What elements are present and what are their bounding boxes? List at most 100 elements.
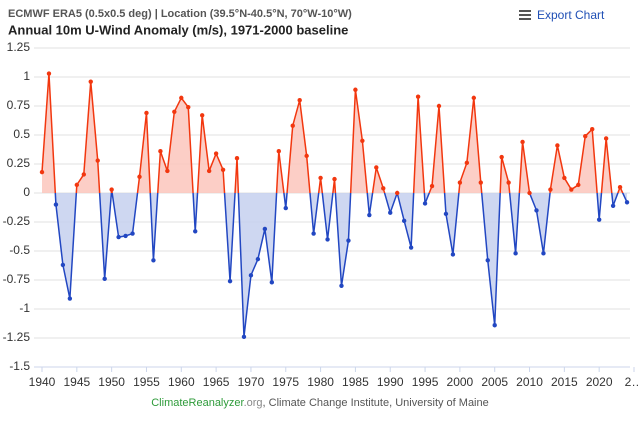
x-tick-label: 1955	[133, 375, 160, 389]
point	[562, 175, 567, 181]
export-label[interactable]: Export Chart	[537, 8, 605, 22]
y-tick-label: 1.25	[7, 40, 31, 54]
point	[304, 153, 309, 159]
point	[241, 334, 247, 340]
point	[158, 149, 163, 154]
point	[443, 211, 449, 217]
point	[74, 182, 80, 188]
chart-title: Annual 10m U-Wind Anomaly (m/s), 1971-20…	[8, 22, 348, 37]
point	[388, 210, 393, 215]
point	[53, 202, 59, 207]
credit-site: ClimateReanalyzer	[151, 397, 244, 409]
point	[395, 190, 400, 196]
point	[478, 180, 483, 185]
point	[527, 190, 532, 196]
point	[339, 283, 344, 288]
point	[283, 205, 288, 211]
point	[116, 234, 121, 240]
point	[255, 256, 261, 262]
menu-icon	[519, 10, 531, 12]
point	[199, 113, 205, 118]
point	[130, 231, 135, 236]
x-tick-label: 2…	[625, 375, 640, 389]
point	[610, 203, 616, 208]
y-tick-label: 0.5	[13, 127, 30, 141]
point	[457, 180, 463, 185]
y-tick-label: -1	[19, 301, 30, 315]
point	[485, 258, 490, 263]
point	[401, 218, 407, 224]
point	[248, 273, 254, 278]
point	[39, 169, 45, 175]
y-tick-label: -1.5	[9, 359, 30, 373]
point	[213, 151, 219, 156]
point	[60, 262, 66, 268]
point	[367, 212, 372, 218]
point	[46, 71, 52, 76]
point	[603, 136, 609, 141]
point	[234, 156, 240, 161]
point	[172, 109, 177, 115]
x-tick-label: 1975	[272, 375, 299, 389]
point	[422, 201, 428, 206]
point	[193, 229, 198, 234]
point	[262, 226, 268, 232]
point	[492, 323, 497, 328]
point	[534, 208, 539, 213]
point	[206, 168, 212, 174]
point	[548, 187, 553, 192]
point	[471, 95, 477, 101]
point	[624, 200, 630, 205]
x-tick-label: 2020	[586, 375, 613, 389]
point	[151, 258, 156, 263]
point	[227, 278, 233, 284]
point	[102, 276, 107, 282]
y-tick-label: -0.25	[3, 214, 31, 228]
point	[109, 187, 114, 192]
point	[95, 158, 100, 163]
y-tick-label: 0.75	[7, 98, 31, 112]
point	[583, 133, 588, 139]
y-tick-label: 0	[23, 185, 30, 199]
export-button[interactable]: Export Chart	[519, 8, 605, 22]
point	[436, 103, 442, 109]
point	[576, 182, 581, 188]
point	[617, 185, 623, 190]
x-tick-label: 1980	[307, 375, 334, 389]
point	[464, 160, 470, 166]
point	[186, 104, 191, 110]
point	[276, 149, 281, 154]
point	[290, 123, 295, 128]
point	[269, 280, 275, 285]
y-tick-label: 1	[23, 69, 30, 83]
x-tick-label: 2005	[481, 375, 508, 389]
point	[520, 139, 525, 145]
x-tick-label: 2000	[447, 375, 474, 389]
point	[499, 154, 504, 160]
point	[590, 127, 595, 132]
point	[346, 238, 351, 243]
point	[311, 231, 316, 236]
point	[297, 98, 302, 103]
point	[332, 176, 337, 182]
menu-icon	[519, 14, 531, 16]
y-tick-label: 0.25	[7, 156, 31, 170]
x-tick-label: 1970	[238, 375, 265, 389]
point	[81, 172, 86, 177]
point	[381, 186, 386, 191]
credit: ClimateReanalyzer.org, Climate Change In…	[151, 397, 489, 409]
x-tick-label: 1985	[342, 375, 369, 389]
point	[555, 143, 560, 148]
point	[220, 167, 226, 172]
point	[353, 87, 358, 92]
point	[569, 187, 574, 192]
y-tick-label: -0.75	[3, 272, 31, 286]
chart-header: ECMWF ERA5 (0.5x0.5 deg) | Location (39.…	[8, 8, 352, 20]
point	[144, 110, 149, 116]
point	[360, 138, 365, 143]
point	[415, 94, 421, 99]
point	[596, 217, 602, 222]
point	[541, 251, 546, 256]
